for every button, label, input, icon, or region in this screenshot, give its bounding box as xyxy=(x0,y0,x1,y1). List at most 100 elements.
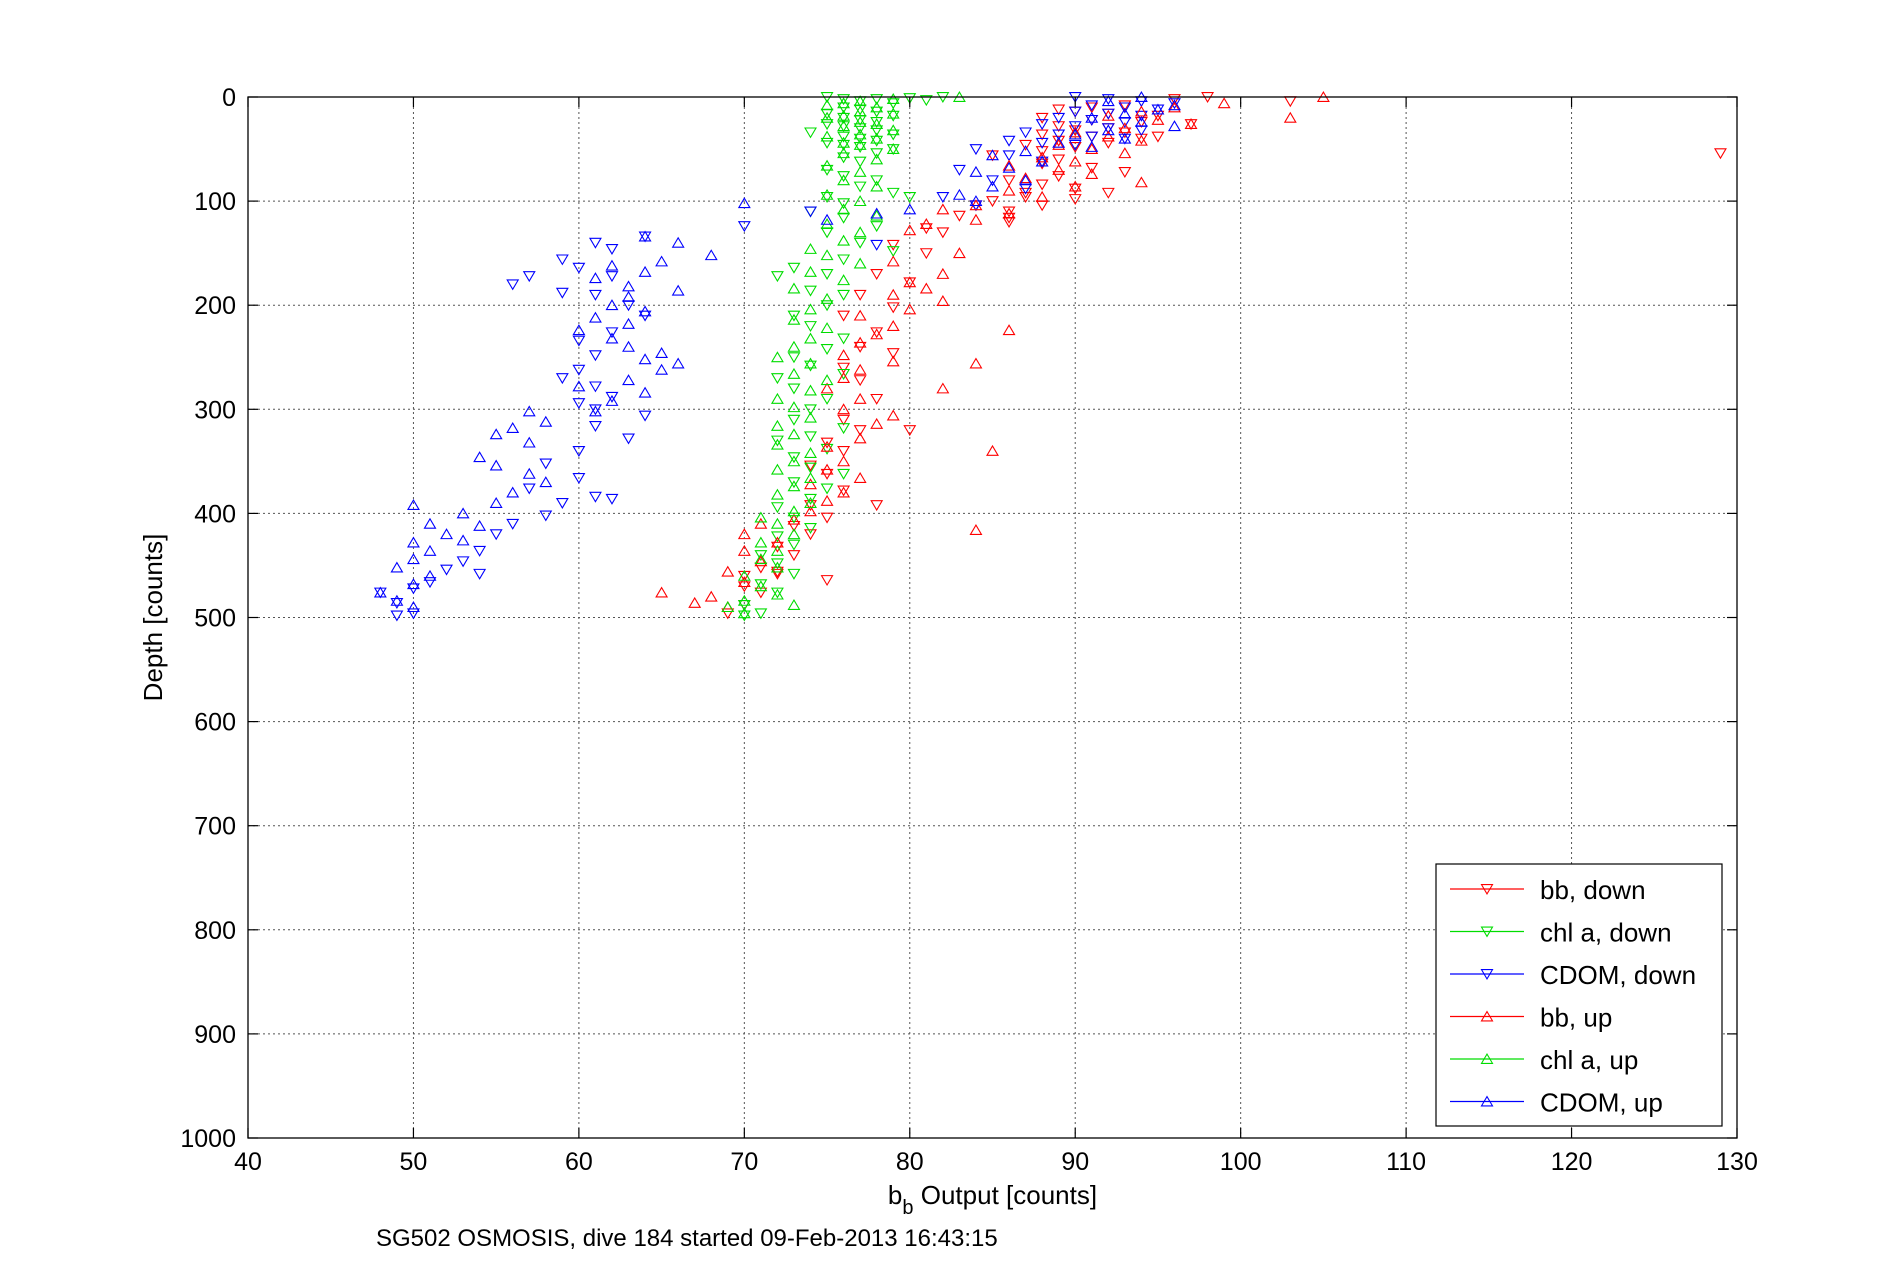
data-point xyxy=(1002,159,1016,171)
legend-label: CDOM, up xyxy=(1540,1088,1663,1118)
data-point xyxy=(837,455,851,467)
data-point xyxy=(1151,103,1165,115)
data-point xyxy=(1019,145,1033,157)
data-point xyxy=(588,381,602,393)
data-point xyxy=(638,230,652,242)
data-point xyxy=(1101,124,1115,136)
data-point xyxy=(820,393,834,405)
data-point xyxy=(688,596,702,608)
data-point xyxy=(837,174,851,186)
data-point xyxy=(1283,111,1297,123)
data-point xyxy=(903,203,917,215)
data-point xyxy=(473,519,487,531)
data-point xyxy=(837,333,851,345)
data-point xyxy=(1002,161,1016,173)
legend-label: CDOM, down xyxy=(1540,960,1696,990)
data-point xyxy=(886,319,900,331)
data-point xyxy=(969,213,983,225)
data-point xyxy=(1068,155,1082,167)
data-point xyxy=(853,363,867,375)
legend-item: chl a, up xyxy=(1450,1045,1638,1075)
data-point xyxy=(853,123,867,135)
data-point xyxy=(986,444,999,456)
data-point xyxy=(754,550,768,562)
data-point xyxy=(456,556,470,568)
data-point xyxy=(787,452,801,464)
data-point xyxy=(588,311,602,323)
data-point xyxy=(1134,134,1148,146)
data-point xyxy=(655,586,669,598)
data-point xyxy=(770,561,784,573)
data-point xyxy=(820,483,834,495)
data-point xyxy=(903,276,917,288)
data-point xyxy=(820,191,834,203)
data-point xyxy=(1068,128,1082,140)
data-point xyxy=(1035,179,1049,191)
data-point xyxy=(787,352,801,364)
data-point xyxy=(770,392,784,404)
data-point xyxy=(853,336,867,348)
data-point xyxy=(952,247,966,259)
data-point xyxy=(870,125,884,137)
data-point xyxy=(804,127,817,139)
data-point xyxy=(853,115,867,127)
data-point xyxy=(870,94,884,106)
data-point xyxy=(1101,94,1115,106)
data-point xyxy=(837,289,851,301)
data-point xyxy=(539,458,553,470)
data-point xyxy=(721,601,735,613)
data-point xyxy=(1151,131,1165,143)
data-point xyxy=(804,529,817,541)
data-point xyxy=(870,148,884,160)
data-point xyxy=(1052,154,1066,166)
data-point xyxy=(423,577,437,589)
data-point xyxy=(1283,96,1297,108)
data-point xyxy=(1168,101,1181,113)
data-point xyxy=(986,180,999,192)
data-point xyxy=(820,111,834,123)
x-tick-label: 110 xyxy=(1386,1148,1426,1176)
data-point xyxy=(754,553,768,565)
data-point xyxy=(837,274,851,286)
data-point xyxy=(489,496,503,508)
data-point xyxy=(1068,139,1082,151)
data-point xyxy=(787,550,801,562)
data-point xyxy=(969,357,983,369)
data-point xyxy=(870,175,884,187)
data-point xyxy=(837,131,851,143)
data-point xyxy=(936,382,950,394)
data-point xyxy=(886,144,900,156)
data-point xyxy=(1019,127,1033,139)
data-point xyxy=(522,483,536,495)
data-point xyxy=(1151,110,1165,122)
legend-label: chl a, down xyxy=(1540,918,1672,948)
data-point xyxy=(804,332,817,344)
data-point xyxy=(1118,147,1132,159)
y-tick-label: 0 xyxy=(222,84,236,112)
data-point xyxy=(804,206,817,218)
data-point xyxy=(539,415,553,427)
data-point xyxy=(837,423,851,435)
data-point xyxy=(804,384,817,396)
data-point xyxy=(1134,115,1148,127)
data-point xyxy=(522,467,536,479)
data-point xyxy=(1002,324,1016,336)
data-point xyxy=(1101,187,1115,199)
data-point xyxy=(804,360,817,372)
data-point xyxy=(853,309,867,321)
data-point xyxy=(489,529,503,541)
data-point xyxy=(737,544,751,556)
data-point xyxy=(787,568,801,580)
data-point xyxy=(820,374,834,386)
data-point xyxy=(853,237,867,249)
data-point xyxy=(671,357,685,369)
data-point xyxy=(770,588,784,600)
data-point xyxy=(936,227,950,239)
legend-item: CDOM, up xyxy=(1450,1088,1663,1118)
data-point xyxy=(1035,158,1049,170)
data-point xyxy=(1118,100,1132,112)
data-point xyxy=(572,324,586,336)
data-point xyxy=(837,120,851,132)
data-point xyxy=(837,94,851,106)
data-point xyxy=(969,165,983,177)
